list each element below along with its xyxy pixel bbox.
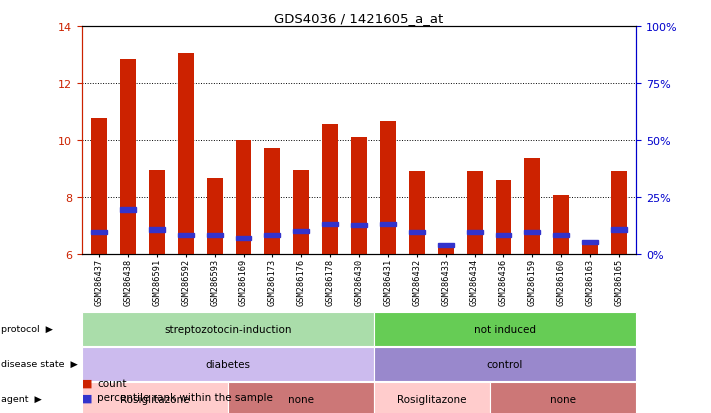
Bar	[264, 149, 280, 254]
Bar	[294, 170, 309, 254]
Text: percentile rank within the sample: percentile rank within the sample	[97, 392, 273, 402]
Bar	[582, 240, 598, 245]
Bar	[496, 233, 511, 237]
Bar	[120, 59, 136, 254]
Bar	[525, 230, 540, 235]
Bar	[322, 125, 338, 254]
Bar	[611, 228, 627, 232]
Bar	[351, 223, 367, 228]
Bar	[553, 233, 570, 237]
Bar	[438, 245, 454, 254]
Text: protocol  ▶: protocol ▶	[1, 324, 53, 333]
Bar	[264, 233, 280, 237]
Text: none: none	[550, 394, 577, 404]
Text: diabetes: diabetes	[205, 359, 250, 369]
Bar	[178, 54, 193, 254]
Text: ■: ■	[82, 378, 92, 388]
Bar	[322, 222, 338, 226]
Bar	[409, 230, 424, 235]
Bar	[409, 172, 424, 254]
Bar	[351, 138, 367, 254]
Bar	[553, 196, 570, 254]
Bar	[525, 159, 540, 254]
Bar	[235, 140, 252, 254]
Bar	[120, 208, 136, 212]
Text: Rosiglitazone: Rosiglitazone	[120, 394, 190, 404]
Text: streptozotocin-induction: streptozotocin-induction	[164, 324, 292, 334]
Bar	[466, 230, 483, 235]
Bar	[91, 230, 107, 235]
Bar	[380, 122, 396, 254]
Bar	[466, 172, 483, 254]
Text: count: count	[97, 378, 127, 388]
Bar	[380, 222, 396, 226]
Text: agent  ▶: agent ▶	[1, 394, 42, 404]
Bar	[207, 179, 223, 254]
Bar	[178, 233, 193, 237]
Text: none: none	[288, 394, 314, 404]
Bar	[582, 242, 598, 254]
Bar	[438, 243, 454, 248]
Bar	[235, 236, 252, 240]
Bar	[91, 119, 107, 254]
Bar	[611, 172, 627, 254]
Bar	[149, 170, 165, 254]
Text: GDS4036 / 1421605_a_at: GDS4036 / 1421605_a_at	[274, 12, 444, 24]
Text: control: control	[487, 359, 523, 369]
Bar	[207, 233, 223, 237]
Bar	[496, 180, 511, 254]
Bar	[149, 228, 165, 232]
Text: Rosiglitazone: Rosiglitazone	[397, 394, 467, 404]
Text: disease state  ▶: disease state ▶	[1, 359, 78, 368]
Text: not induced: not induced	[474, 324, 536, 334]
Text: ■: ■	[82, 392, 92, 402]
Bar	[294, 229, 309, 233]
